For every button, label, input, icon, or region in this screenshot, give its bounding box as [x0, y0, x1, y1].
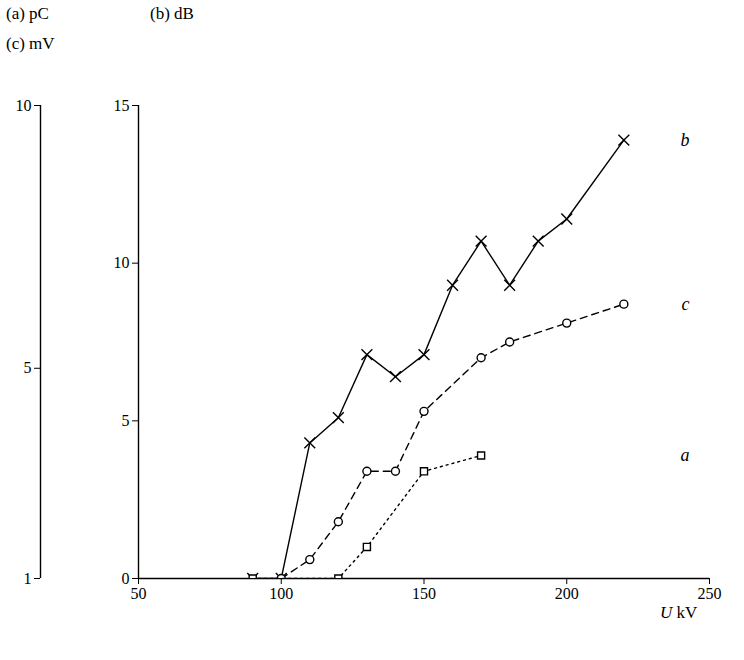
svg-text:15: 15 — [114, 97, 130, 114]
svg-text:250: 250 — [698, 585, 722, 602]
svg-text:1: 1 — [24, 570, 32, 587]
svg-text:150: 150 — [412, 585, 436, 602]
svg-text:5: 5 — [122, 412, 130, 429]
svg-text:10: 10 — [114, 254, 130, 271]
svg-text:5: 5 — [24, 359, 32, 376]
svg-text:200: 200 — [555, 585, 579, 602]
html-text:(b) dB: (b) dB — [150, 4, 194, 23]
svg-text:a: a — [681, 445, 690, 465]
html-text:(c) mV: (c) mV — [6, 34, 55, 53]
svg-text:100: 100 — [269, 585, 293, 602]
html-text:U kV: U kV — [660, 603, 698, 622]
svg-text:50: 50 — [131, 585, 147, 602]
svg-text:10: 10 — [16, 97, 32, 114]
svg-text:c: c — [682, 294, 690, 314]
html-text:(a) pC: (a) pC — [6, 4, 49, 23]
svg-text:b: b — [681, 130, 690, 150]
svg-text:0: 0 — [122, 570, 130, 587]
